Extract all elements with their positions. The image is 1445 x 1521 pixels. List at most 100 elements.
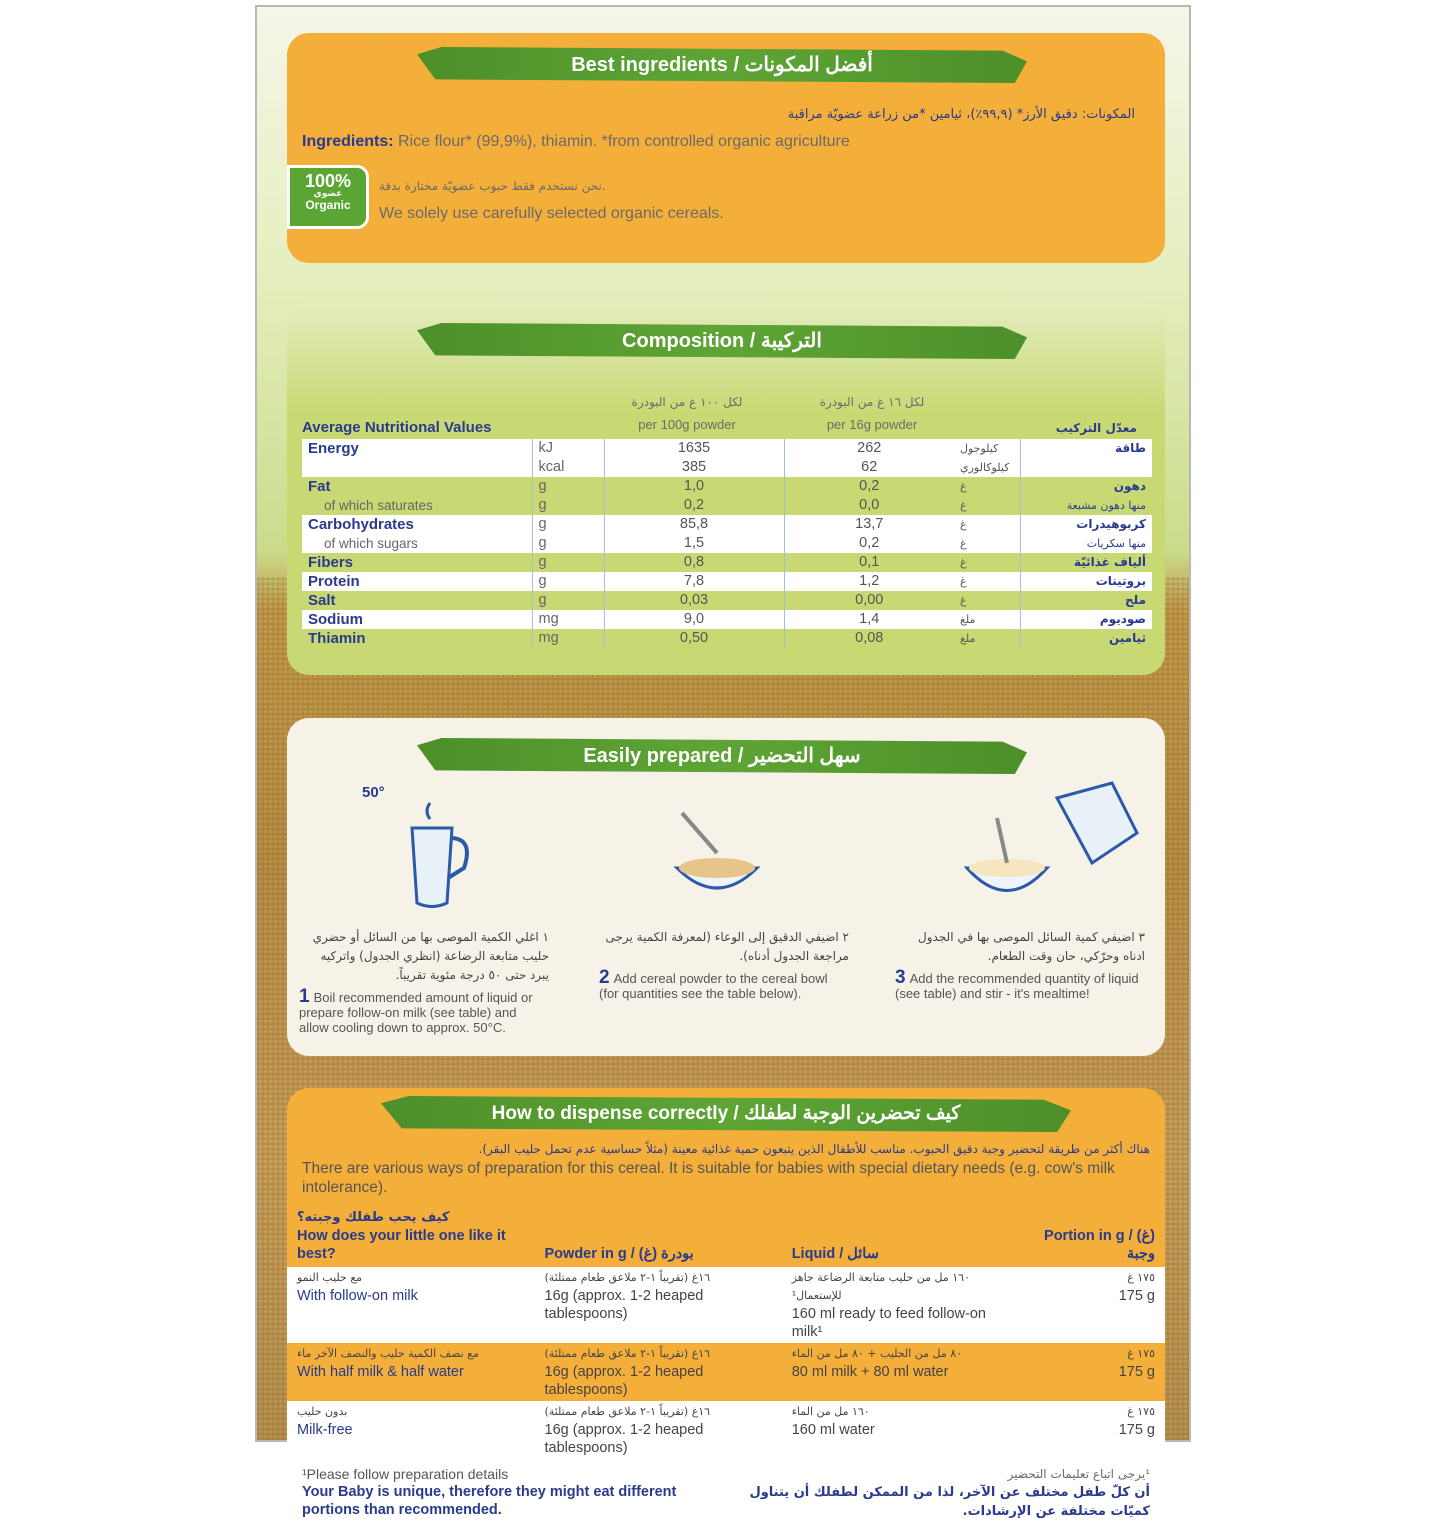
nutrition-row: Energy kJ kcal 1635 385 262 62 كيلوجول كيلوكال… <box>302 439 1152 477</box>
cell-value: 385 <box>681 459 707 475</box>
nutrition-cell: 0,2 0,0 <box>783 477 954 515</box>
unit-arabic: غ <box>960 537 967 550</box>
unit-arabic: غ <box>960 556 967 569</box>
intro-english: There are various ways of preparation fo… <box>302 1160 1115 1196</box>
bowl-powder-icon <box>673 811 761 890</box>
nutrition-cell: g <box>531 553 604 572</box>
nutrient-arabic-cell: طاقة <box>1020 439 1152 477</box>
nutrition-table: Energy kJ kcal 1635 385 262 62 كيلوجول كيلوكال… <box>302 439 1152 648</box>
portion-cell: ١٧٥ غ 175 g <box>1012 1267 1165 1343</box>
liquid-arabic: ٨٠ مل من الحليب + ٨٠ مل من الماء <box>791 1347 963 1360</box>
nutrient-arabic-cell: صوديوم <box>1020 610 1152 629</box>
step-english-wrap: 1 Boil recommended amount of liquid or pr… <box>299 986 549 1035</box>
cell-value: g <box>538 573 547 589</box>
nutrition-cell: 262 62 <box>783 439 954 477</box>
nutrient-arabic: صوديوم <box>1099 612 1146 626</box>
nutrient-arabic-cell: دهون منها دهون مشبعة <box>1020 477 1152 515</box>
cell-value: g <box>538 478 547 494</box>
nutrient-name-cell: Fibers <box>302 553 532 572</box>
footer-arabic: ¹يرجى اتباع تعليمات التحضير أن كلّ طفل م… <box>736 1465 1150 1521</box>
composition-banner: Composition / التركيبة <box>417 323 1027 359</box>
cell-value: g <box>538 554 547 570</box>
step-english-wrap: 2 Add cereal powder to the cereal bowl (f… <box>599 968 849 1001</box>
col100-english: per 100g powder <box>638 417 736 432</box>
nutrient-name-cell: Salt <box>302 591 532 610</box>
powder-cell: ١٦غ (تقريباً ١-٢ ملاعق طعام ممتلئة) 16g (… <box>535 1401 782 1459</box>
nutrient-name-cell: Carbohydrates of which sugars <box>302 515 532 553</box>
cell-value: 62 <box>861 459 878 475</box>
portion-arabic: ١٧٥ غ <box>1127 1271 1155 1284</box>
unit-ar-cell: كيلوجول كيلوكالوري <box>954 439 1021 477</box>
cell-value: g <box>538 535 547 551</box>
cell-value: g <box>538 516 547 532</box>
nutrient-name: Fat <box>308 478 331 495</box>
cell-value: 85,8 <box>679 516 709 532</box>
liquid-cell: ١٦٠ مل من حليب متابعة الرضاعة جاهز للإست… <box>782 1267 1013 1343</box>
powder-arabic: ١٦غ (تقريباً ١-٢ ملاعق طعام ممتلئة) <box>544 1347 711 1360</box>
nutrition-cell: 0,8 <box>603 553 784 572</box>
nutrition-cell: 1,2 <box>783 572 954 591</box>
nutrition-cell: 0,50 <box>603 629 784 648</box>
nutrient-name-cell: Protein <box>302 572 532 591</box>
nutrient-arabic-cell: بروتينات <box>1020 572 1152 591</box>
nutrient-sub: of which sugars <box>324 536 418 551</box>
dispense-table: كيف يحب طفلك وجبته؟ How does your little… <box>287 1207 1165 1459</box>
ingredients-panel: Best ingredients / أفضل المكونات المكونا… <box>287 33 1165 263</box>
nutrition-cell: mg <box>531 610 604 629</box>
portion-arabic: ١٧٥ غ <box>1127 1347 1155 1360</box>
col100-arabic: لكل ١٠٠ غ من البودرة <box>631 395 743 409</box>
nutrition-cell: 1,4 <box>783 610 954 629</box>
powder-cell: ١٦غ (تقريباً ١-٢ ملاعق طعام ممتلئة) 16g (… <box>535 1267 782 1343</box>
step-english: Boil recommended amount of liquid or pre… <box>299 990 533 1035</box>
organic-english: We solely use carefully selected organic… <box>379 205 724 222</box>
nutrition-cell: g <box>531 591 604 610</box>
cell-value: 0,50 <box>679 630 709 646</box>
powder-english: 16g (approx. 1-2 heaped tablespoons) <box>544 1288 704 1322</box>
dispense-content: هناك أكثر من طريقة لتحضير وجبة دقيق الحب… <box>287 1140 1165 1521</box>
nutrition-cell: 9,0 <box>603 610 784 629</box>
dispense-footer: ¹Please follow preparation details Your … <box>287 1459 1165 1521</box>
cell-value: 1635 <box>677 440 711 456</box>
how-english: With half milk & half water <box>297 1364 464 1380</box>
step-number: 1 <box>299 986 310 1007</box>
cell-value: 0,2 <box>859 478 880 494</box>
liquid-cell: ٨٠ مل من الحليب + ٨٠ مل من الماء 80 ml mi… <box>782 1343 1013 1401</box>
powder-arabic: ١٦غ (تقريباً ١-٢ ملاعق طعام ممتلئة) <box>544 1271 711 1284</box>
dispense-row: مع نصف الكمية حليب والنصف الآخر ماء With … <box>287 1343 1165 1401</box>
cell-value: 0,08 <box>855 630 884 646</box>
header-portion: Portion in g / (غ) وجبة <box>1044 1228 1155 1262</box>
cell-value: 0,0 <box>859 497 880 513</box>
unit-arabic: كيلوجول <box>960 442 999 455</box>
portion-cell: ١٧٥ غ 175 g <box>1012 1343 1165 1401</box>
badge-english: Organic <box>305 198 351 212</box>
cell-value: 13,7 <box>855 516 884 532</box>
nutrient-name-cell: Energy <box>302 439 532 477</box>
how-english: With follow-on milk <box>297 1288 418 1304</box>
step-arabic: ١ اغلي الكمية الموصى بها من السائل أو حض… <box>312 930 549 982</box>
cell-value: 9,0 <box>683 611 705 627</box>
composition-panel: Composition / التركيبة لكل ١٠٠ غ من البو… <box>287 303 1165 675</box>
powder-english: 16g (approx. 1-2 heaped tablespoons) <box>544 1364 704 1398</box>
footnote-arabic: ¹يرجى اتباع تعليمات التحضير <box>1007 1467 1150 1481</box>
temperature-label: 50° <box>362 784 385 801</box>
portion-english: 175 g <box>1118 1422 1155 1438</box>
organic-badge: 100% عضوي Organic <box>287 165 369 229</box>
footnote-english: ¹Please follow preparation details <box>302 1466 509 1482</box>
liquid-arabic: ١٦٠ مل من الماء <box>791 1405 870 1418</box>
cell-value: 0,2 <box>683 497 705 513</box>
how-cell: مع نصف الكمية حليب والنصف الآخر ماء With … <box>287 1343 535 1401</box>
nutrient-arabic: ثيامين <box>1108 631 1146 645</box>
header-powder: Powder in g / (غ) بودرة <box>544 1246 694 1262</box>
cell-value: g <box>538 497 547 513</box>
badge-arabic: عضوي <box>313 189 343 199</box>
nutrient-name: Protein <box>308 573 360 590</box>
dispense-panel: How to dispense correctly / كيف تحضرين ا… <box>287 1088 1165 1519</box>
nutrition-cell: kJ kcal <box>531 439 604 477</box>
nutrient-sub-arabic: منها دهون مشبعة <box>1066 499 1146 512</box>
nutrient-arabic: ألياف غذائيّة <box>1073 555 1146 569</box>
unit-arabic: غ <box>960 480 967 493</box>
unit-ar-cell: غ <box>954 572 1021 591</box>
preparation-banner: Easily prepared / سهل التحضير <box>417 738 1027 774</box>
step-english: Add the recommended quantity of liquid (… <box>895 971 1139 1001</box>
